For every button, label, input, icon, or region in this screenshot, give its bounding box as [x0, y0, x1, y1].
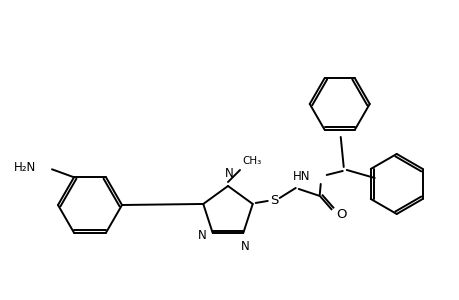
Text: S: S: [270, 194, 278, 208]
Text: O: O: [336, 208, 347, 221]
Text: N: N: [197, 229, 206, 242]
Text: CH₃: CH₃: [241, 156, 261, 166]
Text: N: N: [241, 240, 249, 253]
Text: N: N: [224, 167, 233, 180]
Text: HN: HN: [292, 170, 310, 184]
Text: H₂N: H₂N: [14, 161, 36, 174]
